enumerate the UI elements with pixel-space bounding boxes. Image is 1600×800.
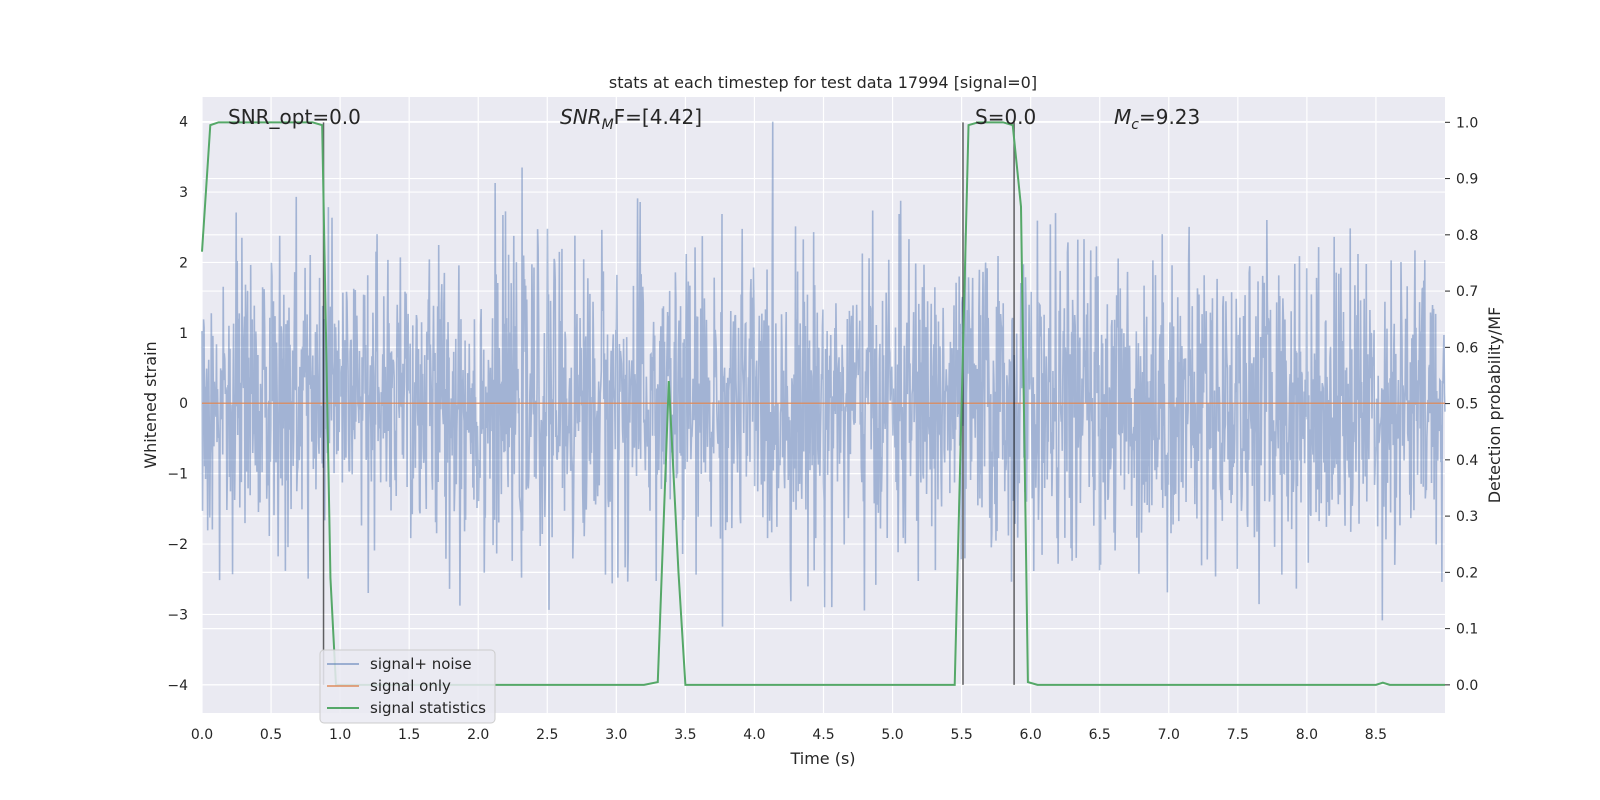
x-axis-ticks: 0.0 0.5 1.0 1.5 2.0 2.5 3.0 3.5 4.0 4.5 5.0 5.5 6.0 6… [191, 727, 1387, 743]
left-y-axis-ticks: −4 −3 −2 −1 0 1 2 3 4 [167, 115, 188, 694]
right-y-tick-label: 0.9 [1456, 172, 1478, 188]
x-tick-label: 3.5 [674, 727, 696, 743]
x-tick-label: 3.0 [605, 727, 627, 743]
legend: signal+ noise signal only signal statist… [319, 649, 496, 724]
left-y-tick-label: 3 [179, 185, 188, 201]
right-y-tick-label: 0.2 [1456, 565, 1478, 581]
legend-label-noise: signal+ noise [370, 655, 472, 673]
x-tick-label: 5.0 [881, 727, 903, 743]
x-tick-label: 4.0 [743, 727, 765, 743]
chart-title: stats at each timestep for test data 179… [609, 73, 1037, 92]
right-y-tick-label: 0.7 [1456, 284, 1478, 300]
left-y-tick-label: −1 [167, 467, 188, 483]
right-y-tick-label: 1.0 [1456, 115, 1478, 131]
right-y-tick-label: 0.6 [1456, 340, 1478, 356]
left-y-tick-label: 2 [179, 255, 188, 271]
x-tick-label: 2.0 [467, 727, 489, 743]
left-y-tick-label: −2 [167, 537, 188, 553]
x-tick-label: 4.5 [812, 727, 834, 743]
right-y-tick-label: 0.4 [1456, 453, 1478, 469]
right-y-tick-label: 0.0 [1456, 678, 1478, 694]
signal-plus-noise-series [201, 121, 1446, 627]
noise-trace [201, 121, 1446, 627]
x-tick-label: 7.5 [1227, 727, 1249, 743]
right-y-tick-label: 0.3 [1456, 509, 1478, 525]
x-tick-label: 8.5 [1365, 727, 1387, 743]
x-tick-label: 1.0 [329, 727, 351, 743]
right-y-tick-label: 0.1 [1456, 622, 1478, 638]
right-y-axis-ticks: 0.0 0.1 0.2 0.3 0.4 0.5 0.6 0.7 0.8 0.9 1.0 [1445, 115, 1478, 694]
right-y-tick-label: 0.8 [1456, 228, 1478, 244]
annotation-s: S=0.0 [975, 105, 1036, 129]
x-tick-label: 6.0 [1020, 727, 1042, 743]
right-y-axis-label: Detection probability/MF [1485, 307, 1504, 504]
annotation-snr-opt: SNR_opt=0.0 [228, 105, 361, 129]
x-tick-label: 1.5 [398, 727, 420, 743]
x-tick-label: 5.5 [950, 727, 972, 743]
annotation-snr-mf: SNRMF=[4.42] [560, 105, 702, 133]
left-y-axis-label: Whitened strain [141, 341, 160, 468]
legend-label-statistics: signal statistics [370, 699, 486, 717]
left-y-tick-label: 1 [179, 326, 188, 342]
x-tick-label: 7.0 [1158, 727, 1180, 743]
x-tick-label: 0.0 [191, 727, 213, 743]
left-y-tick-label: 4 [179, 115, 188, 131]
x-tick-label: 8.0 [1296, 727, 1318, 743]
x-tick-label: 6.5 [1089, 727, 1111, 743]
x-tick-label: 2.5 [536, 727, 558, 743]
right-y-tick-label: 0.5 [1456, 397, 1478, 413]
signal-statistics-series [201, 121, 1445, 686]
grid [201, 97, 1445, 713]
legend-label-signal-only: signal only [370, 677, 451, 695]
left-y-tick-label: −3 [167, 607, 188, 623]
left-y-tick-label: −4 [167, 678, 188, 694]
annotation-mc: Mc=9.23 [1114, 105, 1200, 133]
x-axis-label: Time (s) [789, 749, 855, 768]
left-y-tick-label: 0 [179, 396, 188, 412]
x-tick-label: 0.5 [260, 727, 282, 743]
